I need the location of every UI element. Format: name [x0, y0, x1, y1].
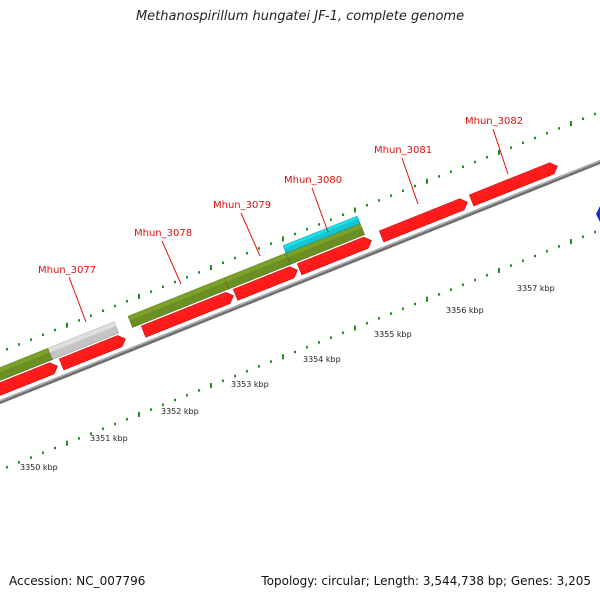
- scale-label: 3351 kbp: [90, 434, 128, 443]
- forward-cds-arrow-highlight: [469, 162, 552, 200]
- gene-label: Mhun_3079: [213, 200, 271, 211]
- backbone-highlight: [0, 160, 600, 402]
- gene-leader-line: [492, 128, 509, 175]
- gene-label: Mhun_3077: [38, 265, 96, 276]
- scale-label: 3354 kbp: [303, 355, 341, 364]
- backbone-line: [0, 159, 600, 405]
- forward-cds-arrow-highlight: [59, 335, 120, 364]
- reverse-gene-bar-highlight: [0, 348, 50, 373]
- gene-label: Mhun_3080: [284, 175, 342, 186]
- scale-label: 3352 kbp: [161, 407, 199, 416]
- gene-leader-line: [401, 157, 419, 205]
- edge-feature-marker: [596, 206, 600, 222]
- scale-label: 3350 kbp: [20, 463, 58, 472]
- scale-label: 3357 kbp: [517, 284, 555, 293]
- reverse-gene-bar-highlight: [128, 277, 226, 321]
- reverse-gene-bar-highlight: [224, 253, 288, 283]
- reverse-gene-bar-highlight: [283, 216, 359, 249]
- genome-summary-text: Topology: circular; Length: 3,544,738 bp…: [261, 574, 591, 588]
- gene-leader-line: [68, 276, 87, 323]
- forward-cds-arrow-highlight: [0, 362, 52, 388]
- gene-label: Mhun_3081: [374, 145, 432, 156]
- forward-cds-arrow-highlight: [297, 237, 366, 268]
- gene-leader-line: [311, 187, 329, 233]
- forward-cds-arrow-highlight: [379, 198, 462, 236]
- accession-text: Accession: NC_007796: [9, 574, 146, 588]
- scale-label: 3356 kbp: [446, 306, 484, 315]
- forward-cds-arrow-highlight: [233, 266, 292, 294]
- gene-label: Mhun_3078: [134, 228, 192, 239]
- scale-label: 3355 kbp: [374, 330, 412, 339]
- gene-label: Mhun_3082: [465, 116, 523, 127]
- gene-leader-line: [240, 212, 261, 257]
- map-title: Methanospirillum hungatei JF-1, complete…: [135, 9, 465, 24]
- forward-cds-arrow-highlight: [141, 292, 228, 331]
- scale-label: 3353 kbp: [231, 380, 269, 389]
- reverse-gene-bar-highlight: [48, 321, 116, 353]
- forward-cds-arrow: [0, 362, 58, 396]
- reverse-gene-bar-highlight: [286, 223, 362, 258]
- gene-leader-line: [161, 240, 182, 285]
